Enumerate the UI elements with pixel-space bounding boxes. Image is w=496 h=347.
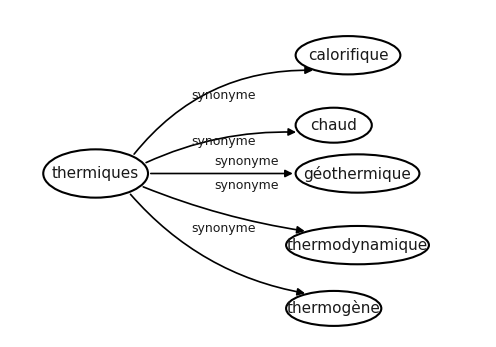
FancyArrowPatch shape [130,194,303,295]
Ellipse shape [286,291,381,326]
Text: thermodynamique: thermodynamique [287,238,428,253]
FancyArrowPatch shape [134,67,311,154]
Ellipse shape [43,149,148,198]
Ellipse shape [296,36,400,74]
Ellipse shape [296,108,372,143]
Text: synonyme: synonyme [215,179,279,192]
Text: géothermique: géothermique [304,166,412,181]
Text: synonyme: synonyme [191,89,255,102]
Text: calorifique: calorifique [308,48,388,63]
FancyArrowPatch shape [143,187,303,233]
Text: synonyme: synonyme [191,222,255,235]
Text: synonyme: synonyme [215,155,279,168]
Ellipse shape [286,226,429,264]
Text: thermogène: thermogène [287,301,380,316]
FancyArrowPatch shape [146,129,294,163]
Text: thermiques: thermiques [52,166,139,181]
FancyArrowPatch shape [151,170,291,177]
Text: synonyme: synonyme [191,135,255,149]
Text: chaud: chaud [310,118,357,133]
Ellipse shape [296,154,420,193]
